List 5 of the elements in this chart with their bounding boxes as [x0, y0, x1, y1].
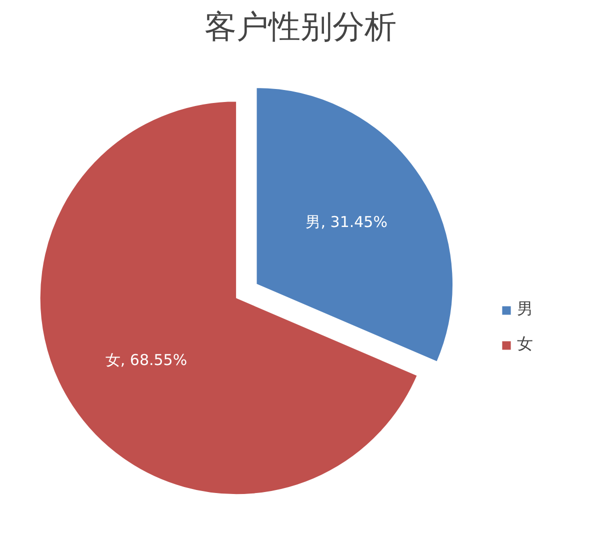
data-label: 男, 31.45%: [306, 212, 388, 231]
legend-label: 女: [517, 334, 534, 355]
legend-label: 男: [517, 299, 534, 320]
data-label: 女, 68.55%: [105, 351, 188, 370]
chart-title: 客户性别分析: [204, 8, 396, 46]
